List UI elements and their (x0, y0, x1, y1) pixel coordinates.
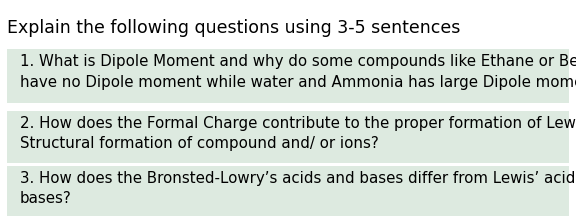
Text: Explain the following questions using 3-5 sentences: Explain the following questions using 3-… (7, 19, 460, 37)
Text: 3. How does the Bronsted-Lowry’s acids and bases differ from Lewis’ acids and
ba: 3. How does the Bronsted-Lowry’s acids a… (20, 171, 576, 206)
Bar (7, 166, 569, 216)
Text: 2. How does the Formal Charge contribute to the proper formation of Lewis’
Struc: 2. How does the Formal Charge contribute… (20, 116, 576, 151)
Bar (7, 111, 569, 163)
Bar (7, 50, 569, 103)
Text: 1. What is Dipole Moment and why do some compounds like Ethane or Benzene
have n: 1. What is Dipole Moment and why do some… (20, 54, 576, 90)
